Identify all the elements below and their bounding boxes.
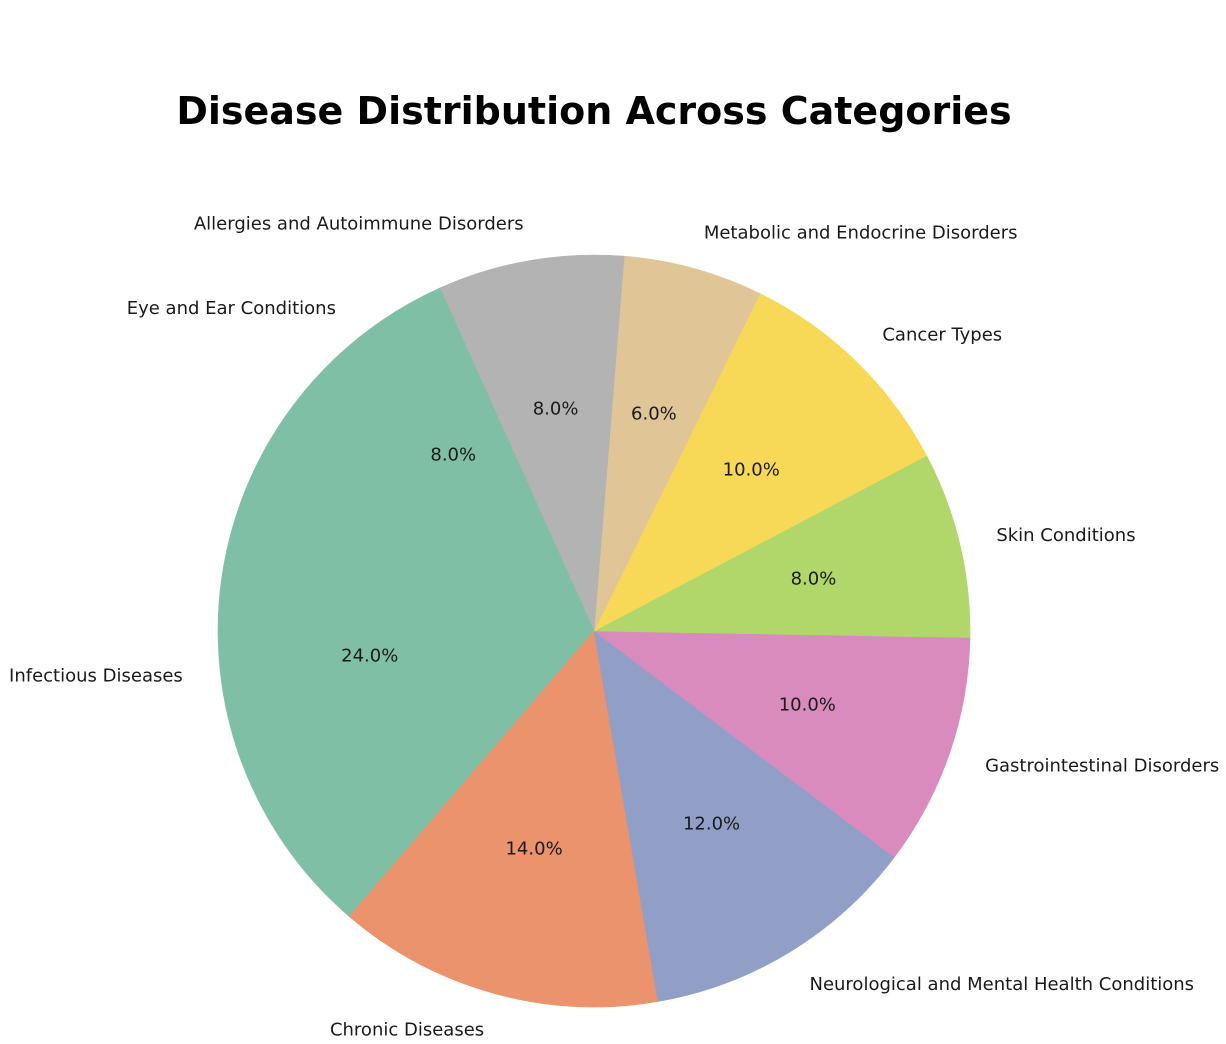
slice-percent-label: 14.0% <box>505 838 562 859</box>
slice-category-label: Skin Conditions <box>996 525 1135 546</box>
slice-category-label: Neurological and Mental Health Condition… <box>809 974 1194 995</box>
pie-slice <box>217 404 595 917</box>
slice-category-label: Eye and Ear Conditions <box>127 298 336 319</box>
slice-category-label: Infectious Diseases <box>9 666 183 687</box>
percent-labels: 24.0% 14.0% 12.0% 10.0% 8.0% 10.0% 6.0% 8.0% 8.0… <box>341 399 836 860</box>
slice-percent-label: 8.0% <box>430 445 476 466</box>
slice-category-label: Gastrointestinal Disorders <box>985 756 1219 777</box>
slice-category-label: Chronic Diseases <box>330 1020 484 1041</box>
pie-slice <box>293 287 595 632</box>
pie-slice <box>439 254 625 632</box>
category-labels: Infectious Diseases Chronic Diseases Neuro… <box>9 213 1219 1040</box>
pie-slice <box>593 455 971 638</box>
slice-category-label: Cancer Types <box>882 324 1002 345</box>
slice-category-label: Metabolic and Endocrine Disorders <box>704 222 1018 243</box>
pie-slice <box>593 630 971 858</box>
slice-percent-label: 10.0% <box>723 459 780 480</box>
slice-percent-label: 24.0% <box>341 645 398 666</box>
pie-slice <box>348 630 659 1008</box>
pie-slice <box>593 630 895 1002</box>
pie-slices <box>217 254 971 1008</box>
slice-percent-label: 8.0% <box>533 399 579 420</box>
slice-category-label: Allergies and Autoimmune Disorders <box>194 213 524 234</box>
slice-percent-label: 8.0% <box>791 569 837 590</box>
pie-slice <box>593 255 761 632</box>
slice-percent-label: 12.0% <box>683 814 740 835</box>
pie-slice <box>593 293 928 632</box>
slice-percent-label: 6.0% <box>631 404 677 425</box>
chart-title: Disease Distribution Across Categories <box>176 89 1011 133</box>
slice-percent-label: 10.0% <box>779 694 836 715</box>
